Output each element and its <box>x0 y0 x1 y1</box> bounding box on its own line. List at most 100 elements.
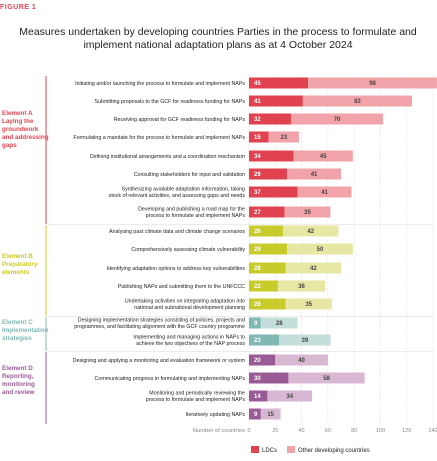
value-label-other: 41 <box>321 190 328 196</box>
value-label-ldc: 14 <box>254 394 261 400</box>
bar-other <box>283 225 339 237</box>
bar-other <box>285 298 332 310</box>
value-label-ldc: 15 <box>254 135 261 141</box>
bar-other <box>297 186 352 198</box>
group-label-line: strategies <box>2 335 32 342</box>
bar-ldc <box>249 372 289 384</box>
bar-other <box>260 408 281 420</box>
bar-ldc <box>249 317 261 329</box>
row-label: Designing implementation strategies cons… <box>78 318 245 324</box>
bar-ldc <box>249 206 285 218</box>
bar-other <box>308 77 437 89</box>
bar-ldc <box>249 280 278 292</box>
value-label-ldc: 37 <box>254 190 261 196</box>
bar-ldc <box>249 408 261 420</box>
row-label: achieve the two objectives of the NAP pr… <box>136 341 245 347</box>
row-label: Developing and publishing a road map for… <box>138 207 245 213</box>
group-label-line: elements <box>2 269 30 276</box>
row-label: Defining institutional arrangements and … <box>90 154 246 160</box>
group-label-line: groundwork <box>2 126 39 133</box>
row-label: national and subnational development pla… <box>134 305 245 311</box>
value-label-other: 39 <box>302 338 309 344</box>
bar-ldc <box>249 150 294 162</box>
value-label-ldc: 27 <box>254 210 261 216</box>
value-label-ldc: 23 <box>254 338 261 344</box>
value-label-ldc: 9 <box>254 321 258 327</box>
x-tick-label: 140 <box>428 428 437 434</box>
value-label-other: 35 <box>304 210 311 216</box>
bar-ldc <box>249 334 280 346</box>
group-label-line: Preparatory <box>2 261 38 268</box>
value-label-other: 41 <box>311 172 318 178</box>
row-label: Communicating progress in formulating an… <box>95 376 246 382</box>
legend-swatch-other <box>287 446 295 453</box>
bar-other <box>302 95 412 107</box>
bar-other <box>275 354 328 366</box>
bar-other <box>267 390 313 402</box>
row-label: Implementing and managing actions in NAP… <box>133 335 245 341</box>
x-tick-label: 20 <box>272 428 278 434</box>
value-label-other: 83 <box>354 99 361 105</box>
value-label-ldc: 28 <box>254 266 261 272</box>
row-label: Publishing NAPs and submitting them to t… <box>118 284 245 290</box>
legend-label-ldc: LDCs <box>262 448 277 454</box>
bar-other <box>288 372 365 384</box>
row-label: process to formulate and implement NAPs <box>146 397 246 403</box>
group-label-line: Reporting, <box>2 373 34 380</box>
row-label: Iteratively updating NAPs <box>186 412 246 418</box>
x-axis-title: Number of countries <box>193 428 245 434</box>
chart-title-line: implement national adaptation plans as a… <box>83 39 352 51</box>
group-label-line: Element C <box>2 319 33 326</box>
bar-ldc <box>249 298 286 310</box>
bar-other <box>277 280 326 292</box>
row-label: Analysing past climate data and climate … <box>109 229 245 235</box>
bar-ldc <box>249 186 298 198</box>
row-label: Consulting stakeholders for input and va… <box>134 172 245 178</box>
x-tick-label: 120 <box>402 428 411 434</box>
bar-other <box>285 262 341 274</box>
bar-other <box>268 131 299 143</box>
group-label-line: Implementation <box>2 327 49 334</box>
bar-other <box>284 206 331 218</box>
value-label-other: 70 <box>334 117 341 123</box>
group-label-line: gaps <box>2 142 17 149</box>
value-label-other: 42 <box>307 229 314 235</box>
value-label-other: 34 <box>286 394 293 400</box>
value-label-ldc: 22 <box>254 284 261 290</box>
bar-ldc <box>249 354 276 366</box>
bar-ldc <box>249 390 268 402</box>
bar-ldc <box>249 225 284 237</box>
value-label-ldc: 32 <box>254 117 261 123</box>
bar-ldc <box>249 77 309 89</box>
x-tick-label: 0 <box>247 428 250 434</box>
value-label-ldc: 30 <box>254 376 261 382</box>
value-label-ldc: 41 <box>254 99 261 105</box>
bar-other <box>291 113 384 125</box>
bar-ldc <box>249 113 292 125</box>
x-tick-label: 80 <box>351 428 357 434</box>
bar-other <box>287 243 353 255</box>
row-label: stock of relevant activities, and assess… <box>109 193 246 199</box>
value-label-ldc: 29 <box>254 247 261 253</box>
row-label: Monitoring and periodically reviewing th… <box>149 391 245 397</box>
figure-label: FIGURE 1 <box>0 4 36 11</box>
group-label-line: Laying the <box>2 118 34 125</box>
bar-other <box>293 150 353 162</box>
group-label-line: monitoring <box>2 381 35 388</box>
row-label: Submitting proposals to the GCF for read… <box>95 99 246 105</box>
value-label-ldc: 20 <box>254 358 261 364</box>
row-label: process to formulate and implement NAPs <box>146 213 246 219</box>
value-label-other: 23 <box>280 135 287 141</box>
value-label-ldc: 34 <box>254 154 261 160</box>
group-label-line: and review <box>2 389 35 396</box>
group-label-line: and addressing <box>2 134 49 141</box>
bar-other <box>287 168 341 180</box>
value-label-other: 98 <box>369 81 376 87</box>
bar-ldc <box>249 131 269 143</box>
legend-label-other: Other developing countries <box>298 448 370 454</box>
group-label-line: Element D <box>2 365 33 372</box>
x-tick-label: 40 <box>299 428 305 434</box>
row-label: Receiving approval for GCF readiness fun… <box>114 117 246 123</box>
